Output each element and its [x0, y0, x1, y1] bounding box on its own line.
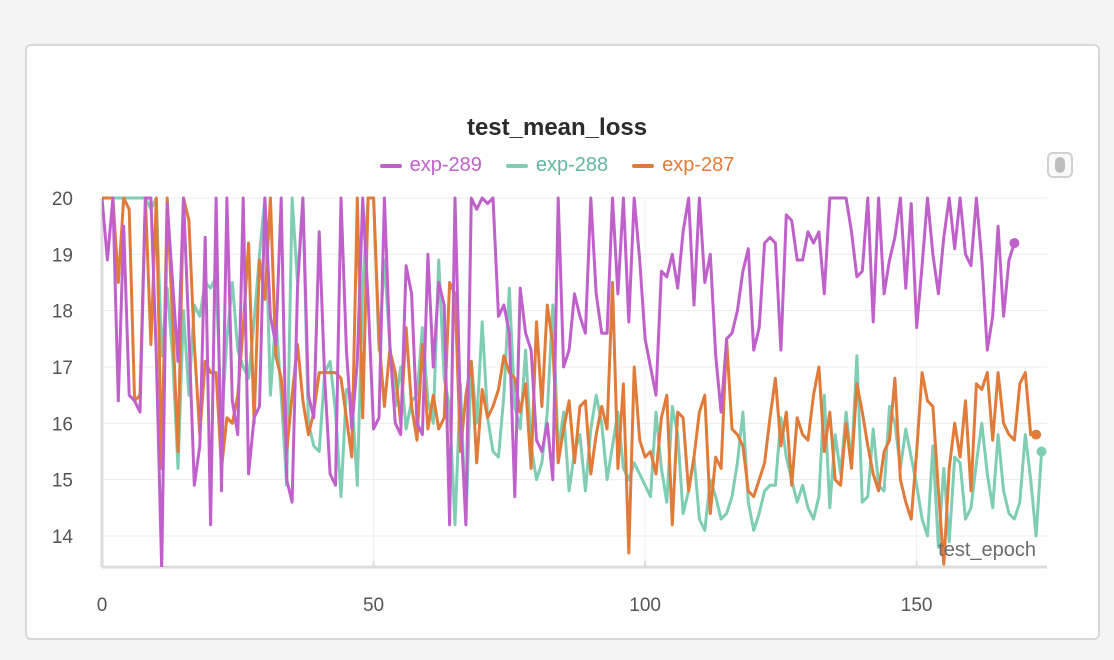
y-tick-label: 17	[52, 358, 73, 379]
legend-item-exp-288[interactable]: exp-288	[505, 154, 609, 177]
legend-item-exp-289[interactable]: exp-289	[379, 154, 482, 177]
legend-item-exp-287[interactable]: exp-287	[632, 154, 734, 177]
y-tick-label: 18	[52, 302, 73, 323]
y-tick-label: 16	[52, 414, 73, 435]
x-tick-label: 50	[363, 595, 384, 616]
y-tick-label: 19	[52, 245, 73, 266]
chart-title: test_mean_loss	[466, 114, 648, 141]
x-tick-label: 0	[97, 595, 108, 616]
series-end-marker-exp-288	[1036, 446, 1047, 457]
series-line-exp-289[interactable]	[102, 196, 1016, 570]
legend-label: exp-288	[535, 154, 609, 176]
x-tick-label: 150	[901, 595, 933, 616]
series-lines	[102, 196, 1047, 570]
legend-swatch	[379, 163, 402, 168]
axes	[100, 198, 1047, 569]
y-tick-label: 14	[52, 527, 74, 548]
legend-swatch	[505, 163, 528, 168]
scroll-handle-icon[interactable]	[1047, 152, 1073, 178]
series-line-exp-287[interactable]	[102, 196, 1037, 566]
series-end-marker-exp-287	[1031, 429, 1042, 440]
y-tick-label: 20	[52, 189, 73, 210]
x-tick-label: 100	[629, 595, 661, 616]
legend-label: exp-289	[409, 154, 482, 176]
scroll-knob[interactable]	[1055, 157, 1065, 173]
tick-labels: 14 15 16 17 18 19 20 0 50 100 150	[52, 189, 933, 616]
x-axis-title: test_epoch	[938, 539, 1036, 561]
y-tick-label: 15	[52, 471, 73, 492]
chart-legend: exp-289 exp-288 exp-287	[0, 154, 1114, 177]
series-end-marker-exp-289	[1009, 238, 1020, 249]
legend-label: exp-287	[662, 154, 735, 176]
legend-swatch	[632, 163, 655, 168]
